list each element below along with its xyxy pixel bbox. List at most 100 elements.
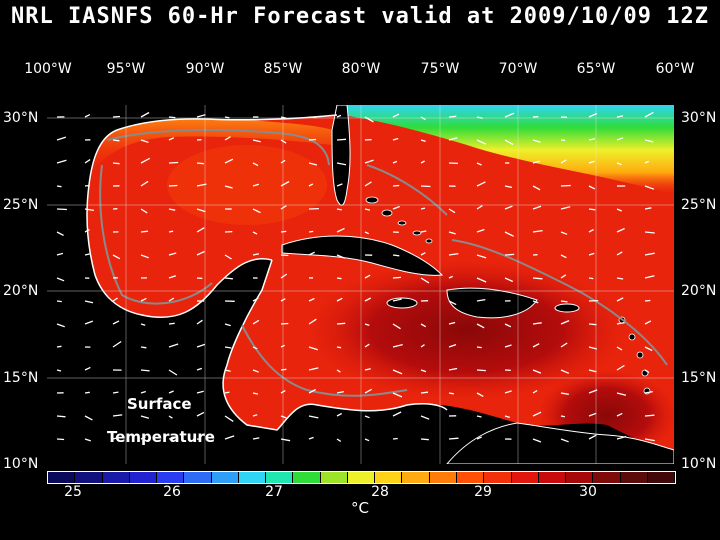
current-arrow [616,227,625,233]
current-arrow [448,115,457,118]
current-arrow [280,415,287,419]
current-arrow [616,321,625,325]
gulf-coastline [86,114,338,319]
current-arrow [364,274,371,279]
current-arrow [644,185,655,190]
current-arrow [644,207,652,210]
current-arrow [448,231,456,235]
atlantic-shelf-contour [366,164,668,366]
current-arrow [56,300,62,303]
current-arrow [448,367,458,371]
current-arrow [560,300,568,303]
current-arrow [84,300,94,304]
current-arrow [420,116,426,121]
current-arrow [504,415,510,419]
current-arrow [336,227,345,233]
current-arrow [616,364,625,371]
current-arrow [588,185,596,190]
colorbar [47,471,676,484]
current-arrow [448,208,456,214]
current-arrow [280,159,286,164]
lat-label-right-25n: 25°N [681,197,717,213]
current-arrow [140,415,150,419]
current-arrow [560,184,571,187]
current-arrow [168,297,175,302]
current-arrow [532,390,538,394]
current-arrow [560,342,568,348]
current-arrow [364,297,372,302]
current-arrow [588,412,597,417]
current-arrow [168,322,175,325]
land-puerto-rico [554,303,580,313]
current-arrow [168,252,177,256]
cool-north-atlantic [342,105,674,195]
colorbar-tick-27: 27 [265,484,283,500]
current-arrow [644,320,652,325]
current-arrow [280,254,289,257]
current-arrow [224,254,232,260]
current-arrow [476,436,482,440]
current-arrow [56,277,65,282]
current-arrow [336,183,343,187]
current-arrow [644,139,654,143]
current-arrow [420,160,425,164]
current-arrow [308,346,318,351]
current-arrow [84,229,90,233]
current-arrow [476,139,487,145]
current-arrow [560,369,570,374]
current-arrow [588,434,597,440]
colorbar-tick-29: 29 [474,484,492,500]
current-arrow [84,114,91,118]
colorbar-swatch [375,472,403,483]
current-arrow [196,114,206,118]
current-arrow [308,388,317,394]
current-arrow [504,139,514,146]
current-arrow [588,228,594,233]
current-arrow [280,230,287,233]
current-arrow [588,252,595,256]
current-arrow [168,437,175,440]
current-arrow [336,138,347,141]
current-arrow [420,252,426,256]
current-arrow [224,158,234,164]
current-arrow [56,231,64,236]
current-arrow [616,208,622,212]
current-arrow [84,208,95,212]
current-arrow [644,369,650,374]
current-arrow [84,391,90,394]
bahamas-islands [365,196,433,244]
current-arrow [168,390,174,394]
land-florida [331,105,351,206]
current-arrow [252,162,259,167]
current-arrow [308,318,317,325]
current-arrow [308,436,314,440]
current-arrow [476,369,486,372]
current-arrow [504,277,514,283]
current-arrow [112,115,121,118]
current-arrow [224,415,234,422]
colorbar-swatch [620,472,648,483]
current-arrow [112,254,121,260]
current-arrow [280,180,290,187]
current-arrow [112,297,118,302]
current-arrow [448,321,456,325]
colorbar-swatch [347,472,376,483]
colorbar-swatch [538,472,567,483]
lon-label-75w: 75°W [420,61,460,77]
current-arrow [252,231,258,235]
current-arrow [364,159,374,164]
current-arrow [420,207,426,210]
current-arrow [168,275,177,279]
current-arrow [420,139,426,143]
colorbar-swatch [238,472,267,483]
lon-label-65w: 65°W [576,61,616,77]
current-arrow [168,343,179,348]
colorbar-swatch [511,472,539,483]
current-arrow [280,116,286,119]
current-arrow [504,205,513,210]
field-label-line1: Surface [127,395,192,413]
current-arrow [168,116,176,119]
current-arrow [504,323,512,328]
current-arrow [112,139,120,142]
current-arrow [84,320,94,325]
